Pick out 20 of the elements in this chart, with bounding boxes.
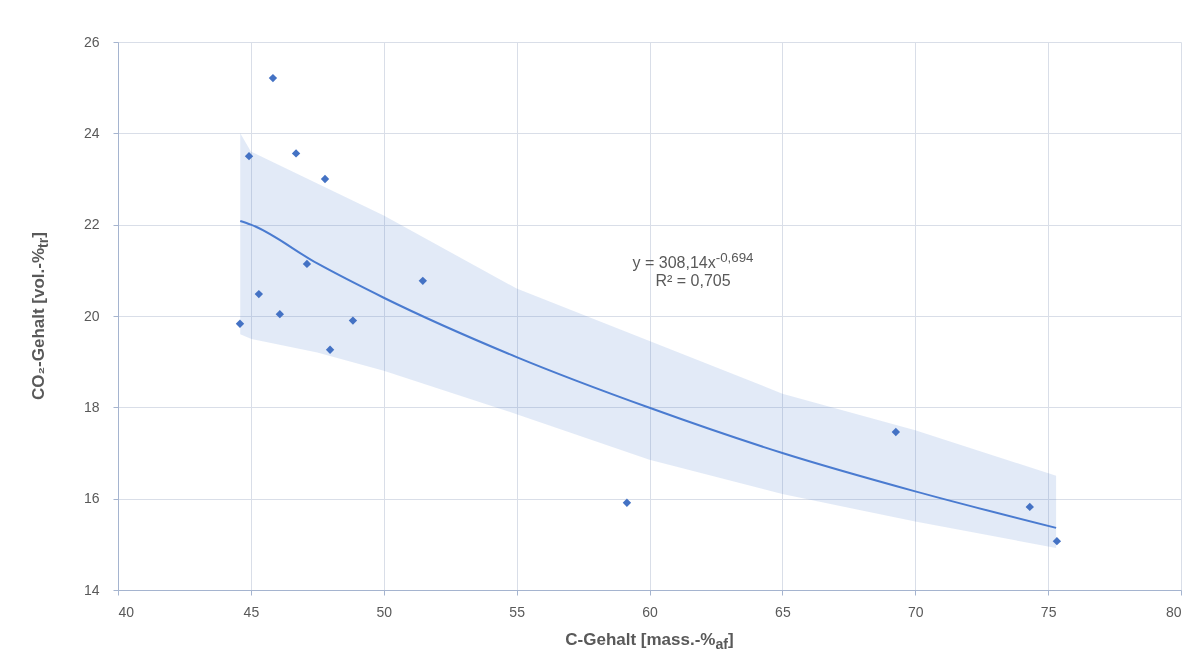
x-tick-label: 80 (1165, 603, 1182, 620)
x-tick-label: 45 (243, 603, 260, 620)
x-tick-label: 60 (642, 603, 658, 620)
annotation: y = 308,14x$^{-0,694}$ (632, 250, 754, 273)
annotation: R² = 0,705 (655, 272, 731, 290)
y-tick-label: 20 (83, 307, 100, 324)
x-tick-label: 50 (376, 603, 393, 620)
line-series (239, 220, 1058, 529)
x-tick-label: 40 (118, 603, 135, 620)
y-tick-label: 18 (83, 398, 100, 415)
y-tick-label: 16 (83, 490, 100, 507)
y-tick-label: 22 (83, 216, 100, 233)
y-tick-label: 14 (83, 581, 100, 598)
x-tick-label: 75 (1040, 603, 1057, 620)
x-tick-label: 55 (509, 603, 526, 620)
x-tick-label: 65 (775, 603, 791, 620)
y-tick-label: 24 (83, 124, 100, 141)
y-tick-label: 26 (83, 33, 100, 50)
x-axis-title: C-Gehalt [mass.-%$_{af}$] (565, 630, 734, 653)
x-tick-label: 70 (907, 603, 924, 620)
